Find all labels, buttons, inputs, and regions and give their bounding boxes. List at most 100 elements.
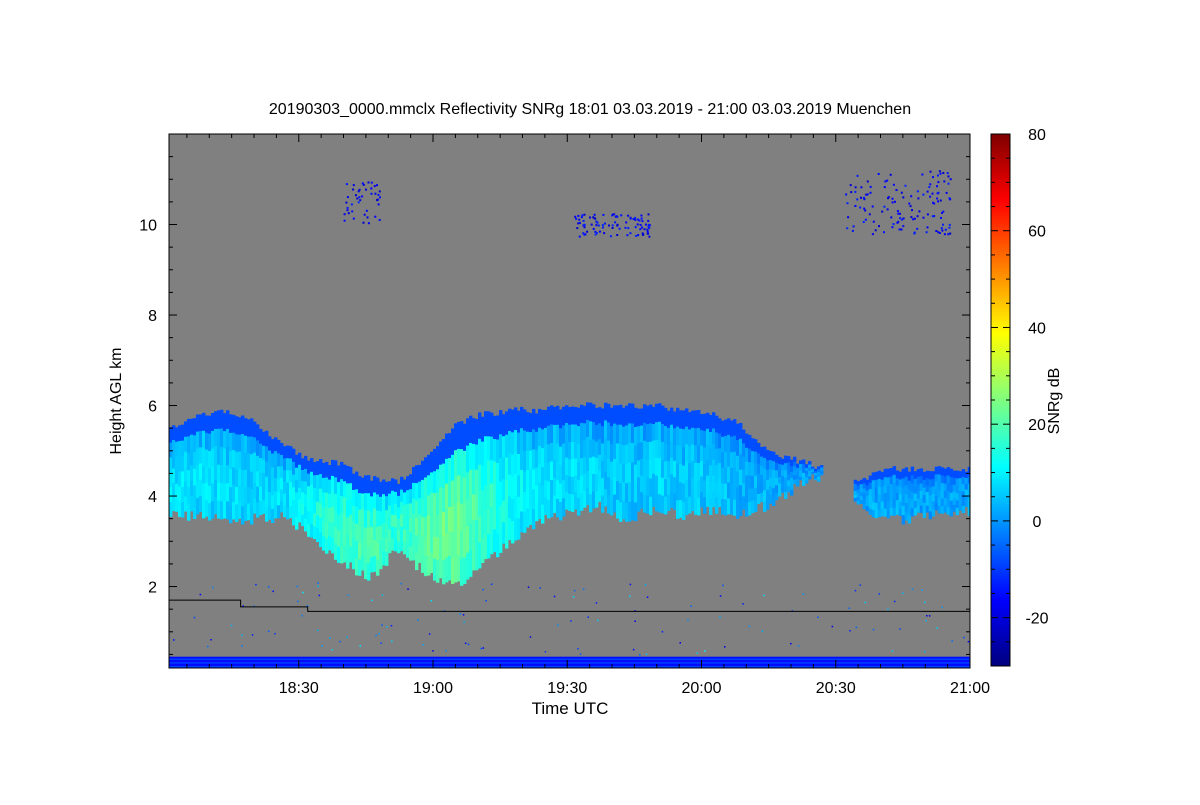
- echo-cell: [781, 475, 785, 482]
- echo-cell: [337, 497, 341, 515]
- echo-cell: [283, 469, 287, 482]
- echo-cell: [751, 450, 755, 464]
- echo-cell: [520, 511, 524, 533]
- echo-cell: [628, 481, 632, 502]
- echo-cell: [682, 501, 686, 520]
- echo-cell: [415, 534, 419, 553]
- echo-cell: [313, 513, 317, 527]
- echo-cell: [364, 561, 368, 580]
- echo-cell: [226, 482, 230, 502]
- echo-cell: [511, 498, 515, 522]
- echo-cell: [169, 442, 173, 458]
- echo-cell: [541, 409, 545, 430]
- echo-cell: [496, 415, 500, 440]
- echo-cell: [412, 466, 416, 483]
- cirrus-echo: [894, 200, 896, 203]
- echo-cell: [376, 510, 380, 527]
- noise-pixel: [748, 625, 751, 628]
- echo-cell: [571, 493, 575, 512]
- echo-cell: [358, 509, 362, 527]
- echo-cell: [772, 478, 776, 489]
- echo-cell: [853, 486, 858, 491]
- echo-cell: [379, 496, 383, 512]
- echo-cell: [373, 523, 377, 541]
- echo-cell: [538, 408, 542, 428]
- echo-cell: [871, 487, 876, 496]
- echo-cell: [700, 476, 704, 492]
- echo-cell: [511, 409, 515, 433]
- cirrus-echo: [871, 233, 874, 236]
- cirrus-echo: [367, 181, 370, 184]
- echo-cell: [928, 494, 933, 504]
- echo-cell: [238, 451, 242, 469]
- echo-cell: [898, 493, 903, 502]
- echo-cell: [295, 492, 299, 505]
- cirrus-echo: [908, 202, 911, 205]
- echo-cell: [799, 460, 803, 465]
- echo-cell: [451, 557, 455, 584]
- echo-cell: [742, 442, 746, 457]
- echo-cell: [901, 505, 906, 516]
- echo-cell: [172, 496, 176, 512]
- echo-cell: [562, 406, 566, 426]
- echo-cell: [493, 438, 497, 462]
- noise-pixel: [464, 642, 467, 644]
- echo-cell: [535, 502, 539, 522]
- cirrus-echo: [883, 186, 886, 189]
- cirrus-echo: [940, 217, 942, 219]
- echo-cell: [310, 497, 314, 512]
- echo-cell: [499, 457, 503, 482]
- echo-cell: [886, 509, 891, 519]
- noise-pixel: [467, 643, 470, 646]
- echo-cell: [217, 410, 221, 429]
- echo-cell: [484, 411, 488, 437]
- echo-cell: [343, 464, 347, 482]
- echo-cell: [544, 410, 548, 428]
- echo-cell: [550, 498, 554, 518]
- echo-cell: [451, 505, 455, 533]
- noise-pixel: [318, 594, 321, 597]
- noise-pixel: [936, 627, 938, 629]
- echo-cell: [433, 448, 437, 472]
- echo-cell: [238, 467, 242, 486]
- echo-cell: [796, 467, 800, 472]
- echo-cell: [709, 497, 713, 515]
- noise-pixel: [967, 640, 970, 643]
- cirrus-echo: [646, 230, 649, 233]
- echo-cell: [760, 483, 764, 493]
- echo-cell: [535, 413, 539, 432]
- echo-cell: [727, 434, 731, 451]
- echo-cell: [622, 463, 626, 483]
- noise-pixel: [797, 645, 800, 647]
- echo-cell: [964, 483, 969, 490]
- echo-cell: [190, 434, 194, 450]
- echo-cell: [787, 462, 791, 469]
- echo-cell: [178, 455, 182, 472]
- echo-cell: [916, 505, 921, 513]
- echo-cell: [607, 440, 611, 459]
- echo-cell: [382, 479, 386, 495]
- echo-cell: [796, 482, 800, 487]
- echo-cell: [646, 477, 650, 496]
- echo-cell: [922, 471, 927, 480]
- echo-cell: [814, 470, 818, 473]
- cirrus-echo: [931, 192, 934, 195]
- echo-cell: [781, 464, 785, 471]
- noise-pixel: [696, 652, 699, 654]
- cirrus-echo: [638, 219, 641, 222]
- echo-cell: [298, 487, 302, 500]
- echo-cell: [358, 525, 362, 543]
- cirrus-echo: [944, 228, 947, 231]
- echo-cell: [484, 460, 488, 486]
- echo-cell: [790, 483, 794, 490]
- echo-cell: [415, 465, 419, 484]
- echo-cell: [643, 404, 647, 423]
- echo-cell: [676, 481, 680, 501]
- echo-cell: [871, 494, 876, 503]
- echo-cell: [343, 545, 347, 563]
- echo-cell: [259, 428, 263, 444]
- echo-cell: [682, 446, 686, 466]
- cirrus-echo: [891, 201, 894, 204]
- echo-cell: [886, 468, 891, 478]
- echo-cell: [310, 471, 314, 485]
